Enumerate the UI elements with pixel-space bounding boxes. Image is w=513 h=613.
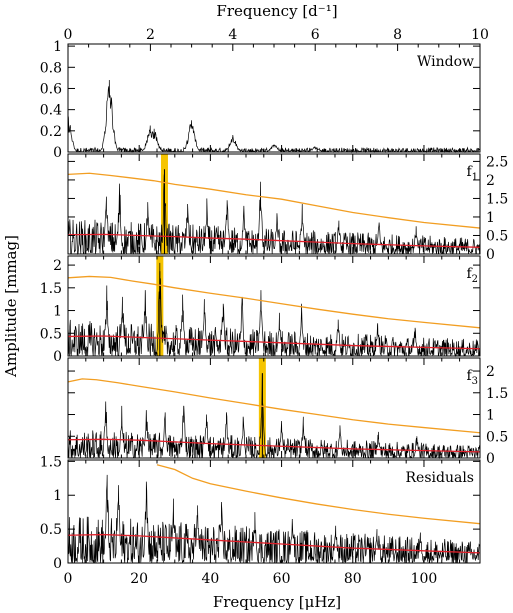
panel-frame (67, 357, 481, 459)
y-tick-label: 0 (486, 247, 495, 263)
top-x-tick-label: 4 (228, 27, 237, 43)
y-tick-label: 1.5 (486, 191, 508, 207)
noise-level-curve (67, 233, 481, 248)
x-tick-label: 40 (201, 571, 219, 587)
y-tick-label: 1 (53, 488, 62, 504)
y-tick-label: 2 (486, 364, 495, 380)
y-axis-title: Amplitude [mmag] (2, 235, 20, 378)
y-tick-label: 1.5 (486, 386, 508, 402)
panel-residuals: 0 0.5 1 1.5 Residuals (40, 454, 481, 572)
x-tick-label: 0 (64, 571, 73, 587)
y-tick-label: 0 (53, 556, 62, 572)
y-tick-label: 0.2 (40, 124, 62, 140)
panel-label: f3 (466, 368, 478, 387)
amplitude-spectrum-line (67, 172, 481, 256)
panel-label: Window (417, 54, 474, 70)
top-x-tick-label: 0 (64, 27, 73, 43)
y-tick-label: 1.5 (40, 281, 62, 297)
top-x-tick-labels: 0 2 4 6 8 10 (64, 27, 489, 43)
noise-level-curve (67, 335, 481, 350)
y-tick-label: 0 (53, 349, 62, 365)
x-tick-label: 100 (411, 571, 438, 587)
top-x-tick-label: 10 (471, 27, 489, 43)
y-tick-label: 0.5 (40, 326, 62, 342)
top-x-tick-label: 6 (311, 27, 320, 43)
y-tick-label: 1 (53, 304, 62, 320)
top-x-tick-label: 8 (393, 27, 402, 43)
panel-frame (67, 153, 481, 255)
noise-level-curve (67, 438, 481, 453)
bottom-x-tick-labels: 0 20 40 60 80 100 (64, 571, 438, 587)
amplitude-spectrum-line (67, 474, 481, 564)
y-tick-label: 0.6 (40, 81, 62, 97)
panel-window: 0 0.2 0.4 0.6 0.8 1 Window (40, 39, 481, 161)
significance-threshold-curve (156, 464, 481, 525)
y-tick-label: 0 (486, 451, 495, 467)
y-tick-label: 2.5 (486, 154, 508, 170)
y-tick-label: 0 (53, 145, 62, 161)
panel-label: f2 (466, 266, 478, 285)
y-tick-label: 1.5 (40, 454, 62, 470)
amplitude-spectrum-line (67, 373, 481, 460)
panel-f2: 0 0.5 1 1.5 2 f2 (40, 255, 481, 365)
y-tick-label: 2 (486, 173, 495, 189)
y-tick-label: 0.5 (486, 228, 508, 244)
noise-level-curve (67, 533, 481, 554)
significance-threshold-curve (67, 172, 481, 229)
panel-frame (67, 459, 481, 564)
y-tick-label: 0.5 (486, 429, 508, 445)
panel-label: Residuals (406, 470, 474, 486)
panel-label: f1 (466, 164, 478, 183)
y-tick-label: 2 (53, 258, 62, 274)
panel-f1: 0 0.5 1 1.5 2 2.5 f1 (67, 153, 508, 263)
x-tick-label: 20 (130, 571, 148, 587)
significance-threshold-curve (67, 275, 481, 329)
top-x-tick-label: 2 (146, 27, 155, 43)
y-tick-label: 0.5 (40, 522, 62, 538)
y-tick-label: 1 (53, 39, 62, 55)
y-tick-label: 1 (486, 210, 495, 226)
x-tick-label: 60 (273, 571, 291, 587)
amplitude-spectrum-line (67, 79, 481, 154)
panel-f3: 0 0.5 1 1.5 2 f3 (67, 357, 508, 467)
panels: 0 0.2 0.4 0.6 0.8 1 Window 0 0.5 1 1.5 2 2.5 f1 0 0.5 1 1… (40, 39, 509, 572)
y-tick-label: 0.8 (40, 60, 62, 76)
y-tick-label: 0.4 (40, 103, 62, 119)
top-x-axis-title: Frequency [d⁻¹] (216, 2, 337, 20)
y-tick-label: 1 (486, 408, 495, 424)
panel-frame (67, 255, 481, 357)
x-tick-label: 80 (344, 571, 362, 587)
significance-threshold-curve (67, 378, 481, 434)
amplitude-spectrum-line (67, 262, 481, 358)
bottom-x-axis-title: Frequency [μHz] (213, 593, 341, 611)
